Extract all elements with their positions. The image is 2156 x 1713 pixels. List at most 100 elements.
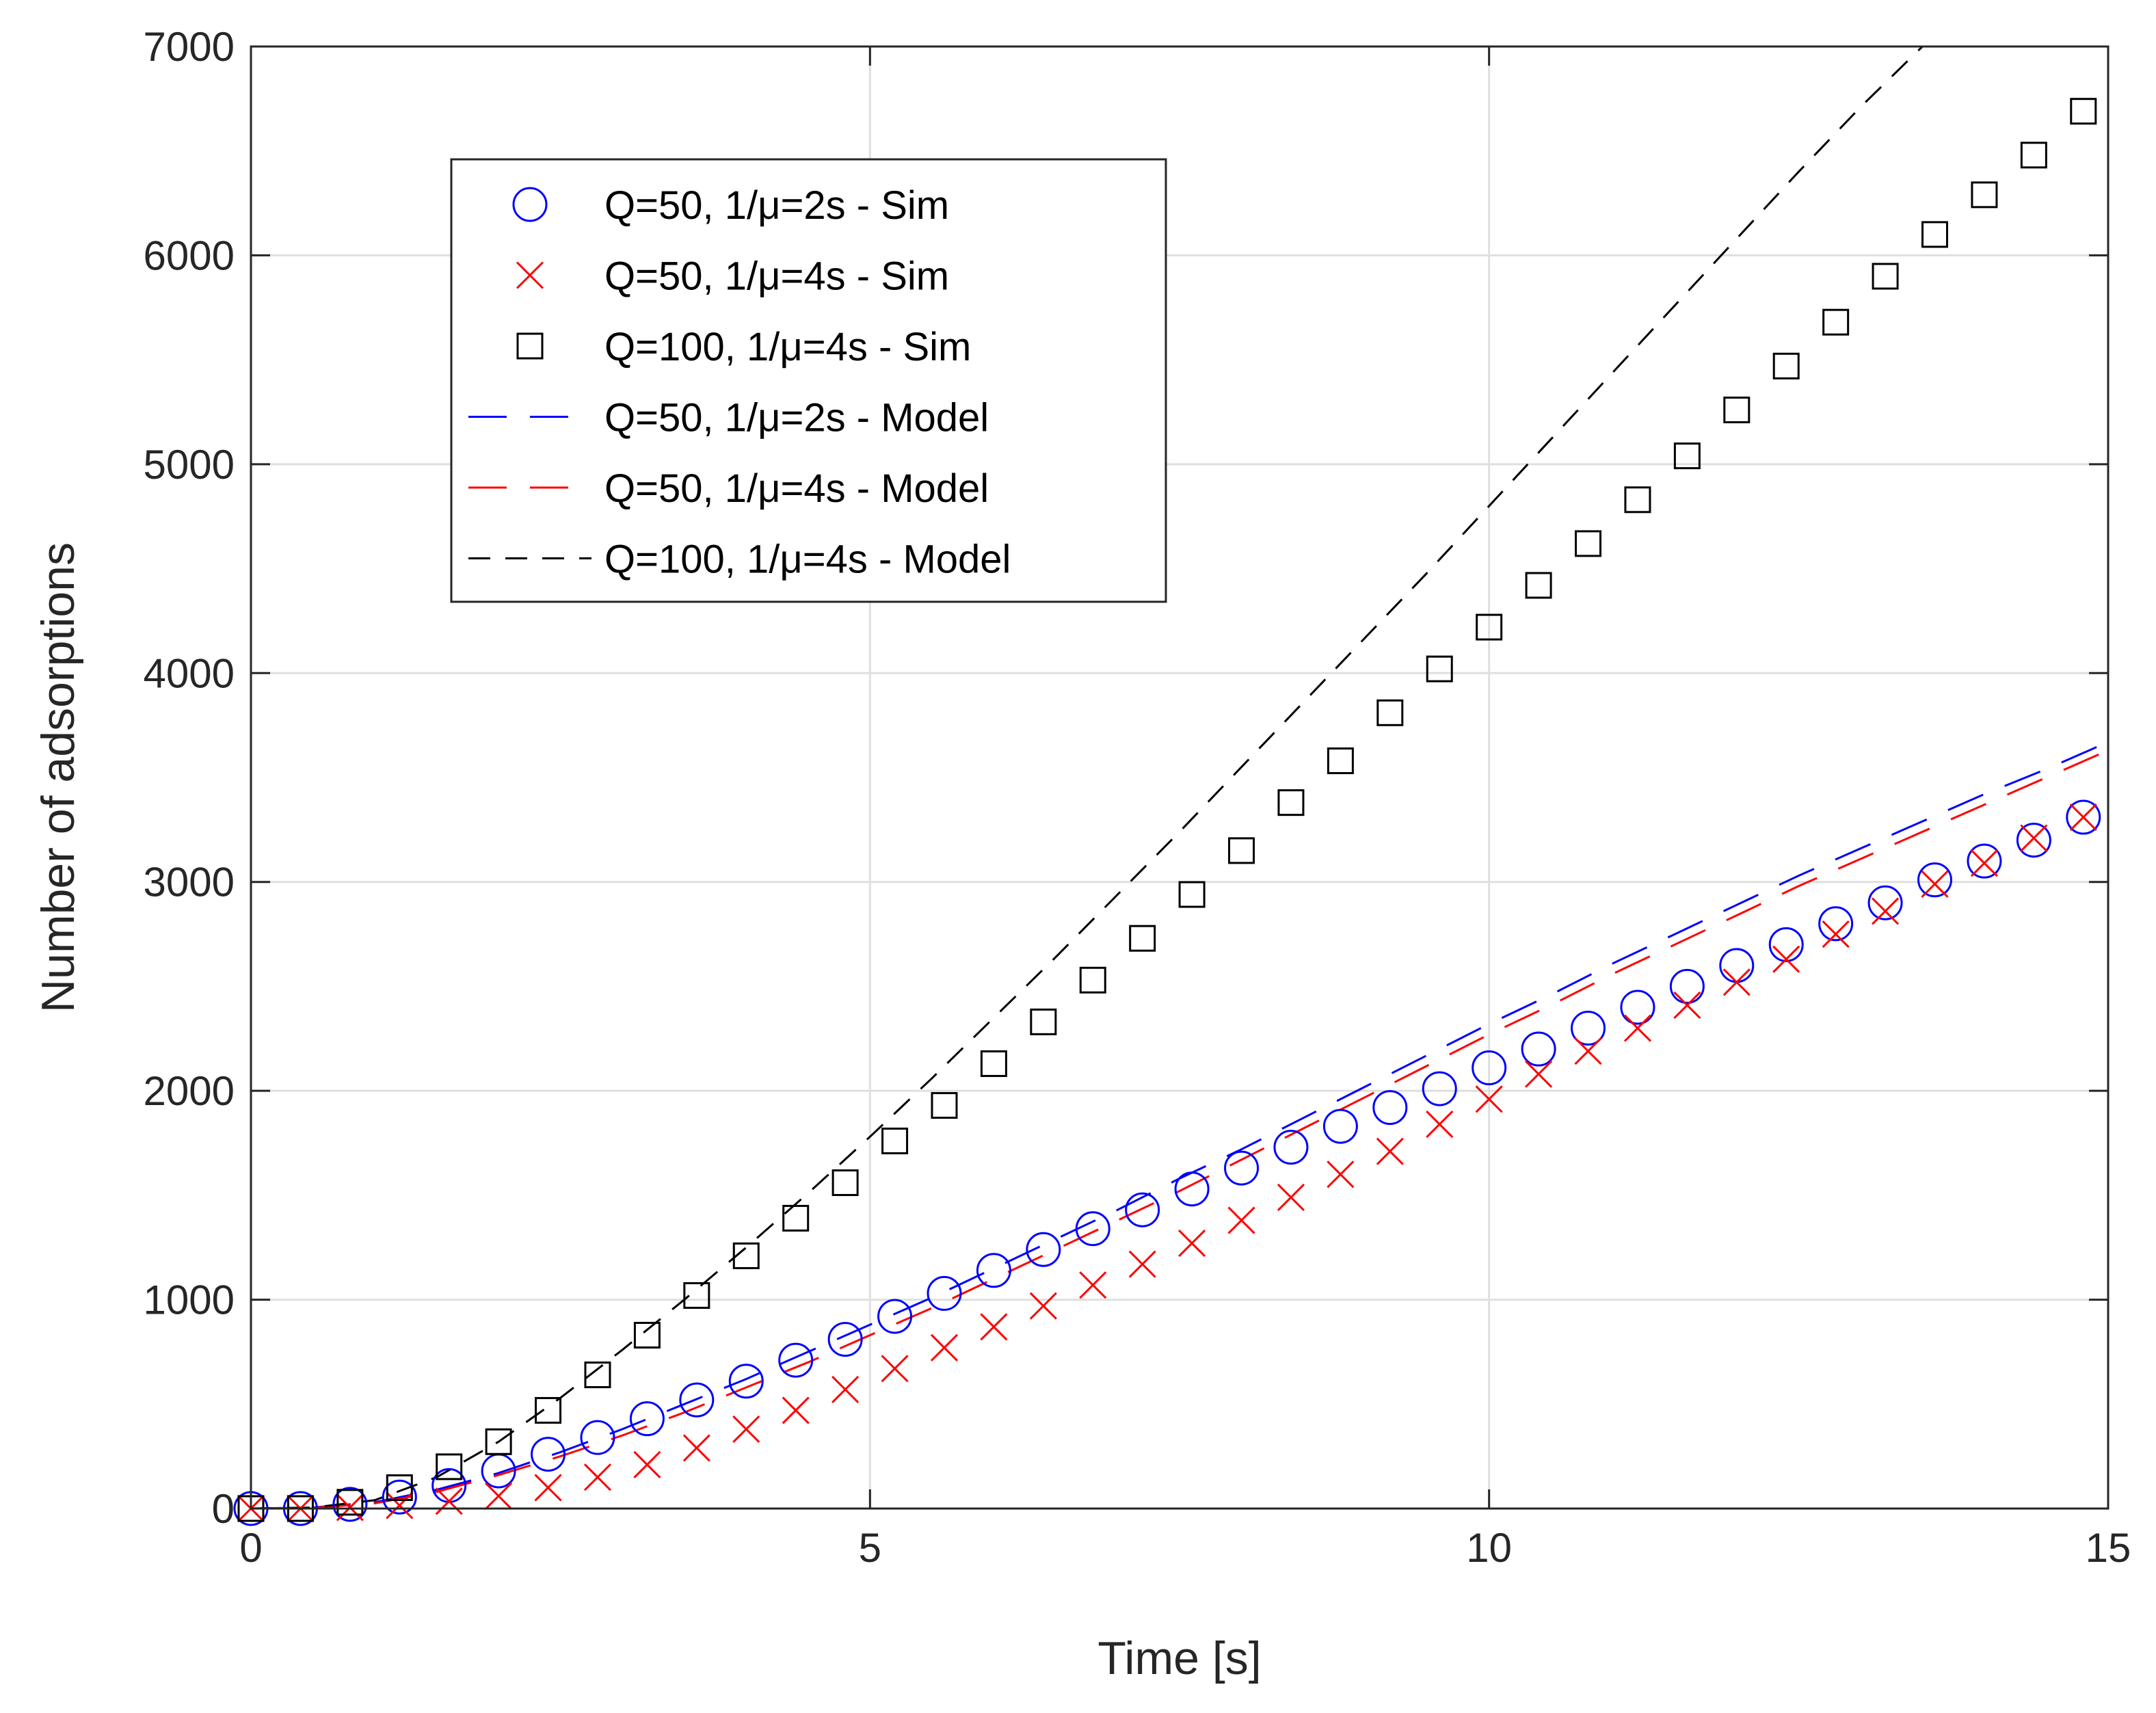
data-point xyxy=(633,1321,661,1349)
x-tick-label: 15 xyxy=(2086,1525,2131,1571)
cross-stroke xyxy=(1574,1037,1602,1065)
data-point xyxy=(1178,881,1206,908)
cross-stroke xyxy=(682,1434,710,1462)
data-point xyxy=(336,1489,364,1516)
data-point xyxy=(2070,98,2097,125)
data-point xyxy=(1673,991,1701,1019)
data-point xyxy=(1772,352,1800,380)
legend-symbol xyxy=(516,261,544,289)
cross-stroke xyxy=(485,1482,513,1510)
cross-stroke xyxy=(1623,1014,1652,1042)
legend-label: Q=50, 1/μ=2s - Sim xyxy=(604,183,949,228)
data-point xyxy=(485,1482,513,1510)
data-point xyxy=(831,1169,859,1197)
data-point xyxy=(1228,837,1255,864)
data-point xyxy=(1128,1250,1156,1278)
data-point xyxy=(683,1282,710,1309)
x-tick-label: 5 xyxy=(859,1525,881,1571)
data-point xyxy=(2020,142,2047,169)
legend-entry: Q=50, 1/μ=4s - Model xyxy=(468,466,989,511)
data-point xyxy=(1872,897,1900,925)
data-point xyxy=(580,1420,615,1455)
data-point xyxy=(1125,1192,1160,1227)
data-point xyxy=(1620,990,1655,1025)
cross-stroke xyxy=(1475,1085,1503,1113)
data-point xyxy=(1224,1150,1260,1186)
series-markers-2 xyxy=(237,98,2097,1522)
cross-stroke xyxy=(1772,945,1800,973)
cross-stroke xyxy=(732,1415,760,1443)
x-axis-label: Time [s] xyxy=(1097,1632,1261,1684)
y-tick-label: 2000 xyxy=(144,1068,235,1114)
tick-labels: 0 5 10 15 0 1000 2000 3000 4000 5000 6000 7000 xyxy=(144,24,2131,1571)
data-point xyxy=(1475,1085,1503,1113)
data-point xyxy=(1277,789,1305,816)
data-point xyxy=(1075,1211,1110,1247)
data-point xyxy=(732,1415,760,1443)
plot-frame xyxy=(250,45,2110,1510)
data-point xyxy=(1277,1183,1305,1211)
data-point xyxy=(386,1474,413,1501)
data-point xyxy=(1178,1230,1206,1258)
legend-label: Q=50, 1/μ=4s - Model xyxy=(604,466,989,511)
data-point xyxy=(1822,308,1850,336)
data-point xyxy=(1575,530,1602,557)
legend-entry: Q=50, 1/μ=2s - Model xyxy=(468,396,989,440)
legend-label: Q=50, 1/μ=4s - Sim xyxy=(604,254,949,299)
data-point xyxy=(782,1396,810,1424)
series-layer xyxy=(233,45,2109,1526)
data-point xyxy=(1476,613,1503,641)
data-point xyxy=(1872,263,1899,290)
model-line xyxy=(250,749,2109,1510)
data-point xyxy=(1426,655,1453,682)
data-point xyxy=(633,1450,661,1478)
legend-box xyxy=(450,158,1167,603)
data-point xyxy=(1227,1206,1255,1234)
data-point xyxy=(881,1355,909,1383)
data-point xyxy=(1818,906,1854,942)
series-markers-0 xyxy=(233,799,2101,1526)
data-point xyxy=(584,1362,611,1389)
cross-stroke xyxy=(1525,1060,1553,1088)
data-point xyxy=(583,1463,612,1491)
cross-stroke xyxy=(980,1313,1008,1341)
data-point xyxy=(1571,1011,1606,1046)
cross-stroke xyxy=(1426,1110,1454,1139)
cross-stroke xyxy=(1277,1183,1305,1211)
cross-stroke xyxy=(1029,1292,1057,1320)
data-point xyxy=(629,1401,665,1437)
data-point xyxy=(1574,1037,1602,1065)
data-point xyxy=(877,1299,913,1334)
cross-stroke xyxy=(2020,824,2048,852)
y-tick-label: 3000 xyxy=(144,860,235,905)
cross-stroke xyxy=(1178,1230,1206,1258)
cross-stroke xyxy=(1128,1250,1156,1278)
cross-stroke xyxy=(583,1463,612,1491)
data-point xyxy=(980,1050,1007,1077)
data-point xyxy=(927,1275,962,1311)
data-point xyxy=(382,1479,417,1515)
cross-stroke xyxy=(1921,870,1949,898)
legend-entry: Q=50, 1/μ=4s - Sim xyxy=(516,254,949,299)
cross-stroke xyxy=(1822,920,1850,948)
y-tick-label: 6000 xyxy=(144,233,235,278)
data-point xyxy=(485,1428,512,1455)
data-point xyxy=(2066,799,2101,835)
y-tick-label: 0 xyxy=(212,1486,235,1532)
legend-symbol xyxy=(512,187,548,222)
data-point xyxy=(728,1364,764,1399)
data-point xyxy=(1029,1292,1057,1320)
data-point xyxy=(1376,699,1404,726)
legend-label: Q=100, 1/μ=4s - Model xyxy=(604,537,1011,582)
data-point xyxy=(1422,1071,1457,1106)
cross-stroke xyxy=(1673,991,1701,1019)
series-line-4 xyxy=(250,749,2109,1510)
data-point xyxy=(831,1375,860,1403)
data-point xyxy=(1129,925,1156,952)
data-point xyxy=(1525,572,1552,599)
cross-stroke xyxy=(2069,803,2097,832)
cross-stroke xyxy=(930,1333,959,1362)
cross-stroke xyxy=(1227,1206,1255,1234)
data-point xyxy=(1921,221,1949,248)
data-point xyxy=(1623,1014,1652,1042)
